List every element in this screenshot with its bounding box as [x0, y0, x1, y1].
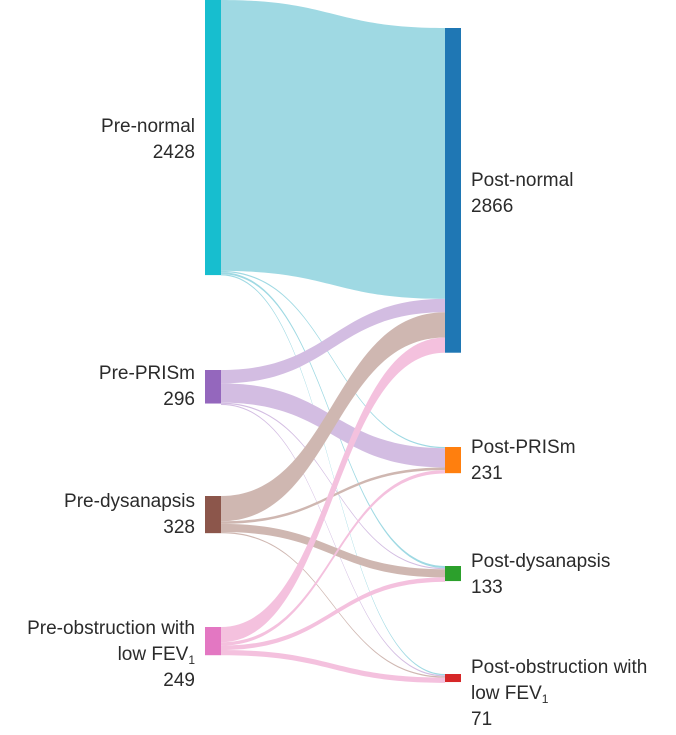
node-post_dys: [445, 566, 461, 582]
label-pre-obstruction-fev: low FEV: [117, 644, 189, 665]
label-post-obstruction-line2: low FEV1: [471, 681, 647, 707]
flow-pre_prism-to-post_normal: [221, 298, 445, 384]
node-pre_obs: [205, 627, 221, 656]
node-pre_dys: [205, 496, 221, 534]
node-post_obs: [445, 674, 461, 683]
label-post-obstruction-sub: 1: [541, 692, 549, 706]
node-pre_normal: [205, 0, 221, 276]
label-pre-obstruction-line1: Pre-obstruction with: [27, 618, 195, 639]
label-post-obstruction-fev: low FEV: [471, 683, 542, 704]
flow-pre_dys-to-post_obs: [221, 532, 445, 678]
label-post-obstruction: Post-obstruction with low FEV1 71: [471, 655, 647, 733]
label-pre-prism-value: 296: [163, 389, 195, 410]
label-post-dysanapsis-name: Post-dysanapsis: [471, 551, 611, 572]
flow-pre_obs-to-post_obs: [221, 649, 445, 683]
node-post_normal: [445, 28, 461, 353]
label-pre-normal-value: 2428: [152, 142, 195, 163]
label-post-obstruction-line1: Post-obstruction with: [471, 657, 648, 678]
label-pre-obstruction-line2: low FEV1: [27, 642, 195, 668]
label-pre-obstruction: Pre-obstruction with low FEV1 249: [27, 616, 195, 694]
flow-pre_normal-to-post_prism: [221, 270, 445, 449]
label-pre-obstruction-sub: 1: [188, 653, 195, 667]
label-post-dysanapsis: Post-dysanapsis 133: [471, 549, 610, 601]
flow-pre_dys-to-post_normal: [221, 312, 445, 522]
flows-layer: [221, 0, 445, 683]
label-pre-prism-name: Pre-PRISm: [98, 363, 195, 384]
label-pre-prism: Pre-PRISm 296: [99, 361, 195, 413]
label-pre-dysanapsis-name: Pre-dysanapsis: [64, 491, 195, 512]
label-post-normal: Post-normal 2866: [471, 168, 573, 220]
flow-pre_obs-to-post_dys: [221, 577, 445, 650]
flow-pre_normal-to-post_normal: [221, 0, 445, 299]
flow-pre_prism-to-post_obs: [221, 403, 445, 677]
flow-pre_obs-to-post_normal: [221, 337, 445, 643]
flow-pre_normal-to-post_obs: [221, 274, 445, 676]
label-post-obstruction-value: 71: [471, 709, 493, 730]
label-post-normal-name: Post-normal: [471, 170, 574, 191]
flow-pre_obs-to-post_prism: [221, 470, 445, 646]
label-pre-obstruction-value: 249: [163, 670, 195, 691]
label-pre-normal: Pre-normal 2428: [101, 114, 195, 166]
node-post_prism: [445, 447, 461, 474]
flow-pre_dys-to-post_dys: [221, 523, 445, 578]
label-pre-normal-name: Pre-normal: [101, 116, 195, 137]
label-post-prism: Post-PRISm 231: [471, 435, 576, 487]
node-pre_prism: [205, 370, 221, 404]
label-pre-dysanapsis: Pre-dysanapsis 328: [64, 489, 195, 541]
label-post-normal-value: 2866: [471, 196, 514, 217]
label-post-prism-name: Post-PRISm: [471, 437, 576, 458]
label-pre-dysanapsis-value: 328: [163, 517, 195, 538]
nodes-layer: [205, 0, 461, 683]
label-post-prism-value: 231: [471, 463, 503, 484]
label-post-dysanapsis-value: 133: [471, 577, 503, 598]
